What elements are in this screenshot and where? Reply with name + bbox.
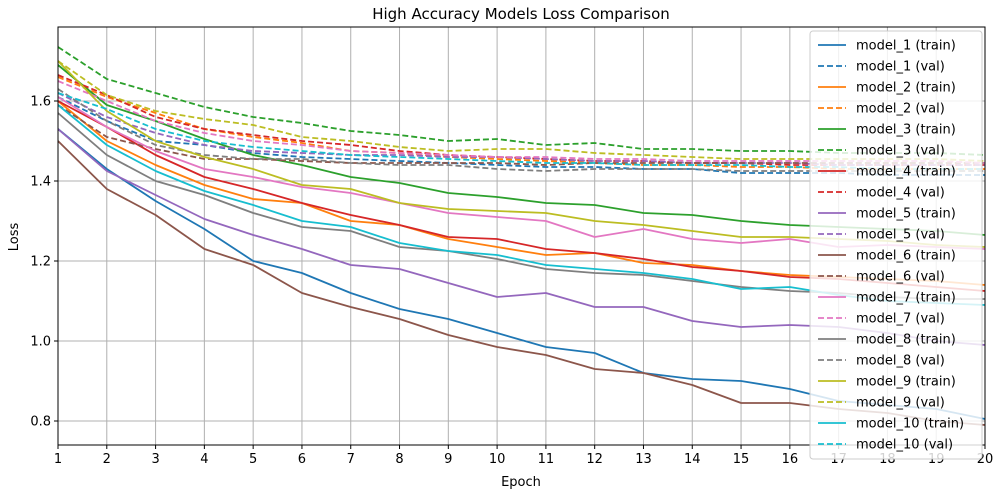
legend-box [809,30,983,460]
y-tick-label: 1.4 [30,175,51,190]
legend-label: model_2 (train) [856,81,956,96]
x-tick-label: 13 [635,452,652,467]
legend-label: model_1 (val) [856,60,945,75]
x-tick-label: 6 [298,452,306,467]
x-tick-label: 12 [586,452,603,467]
legend-label: model_5 (train) [856,207,956,222]
legend-label: model_4 (train) [856,165,956,180]
series-line [57,46,986,156]
x-tick-label: 4 [200,452,208,467]
legend-label: model_3 (train) [856,123,956,138]
legend-label: model_9 (train) [856,375,956,390]
plot-frame [57,26,986,446]
x-tick-label: 7 [347,452,355,467]
legend-label: model_7 (train) [856,291,956,306]
x-tick-label: 16 [782,452,799,467]
series-line [57,92,985,170]
series-line [57,92,985,166]
y-tick-label: 1.0 [30,335,51,350]
legend-label: model_10 (train) [856,417,964,432]
x-tick-label: 2 [103,452,111,467]
legend-label: model_4 (val) [856,186,945,201]
legend-label: model_8 (val) [856,354,945,369]
x-tick-label: 1 [54,452,62,467]
x-tick-label: 3 [151,452,159,467]
legend-label: model_6 (train) [856,249,956,264]
legend-label: model_3 (val) [856,144,945,159]
x-tick-label: 5 [249,452,257,467]
y-tick-label: 0.8 [30,415,51,430]
legend-label: model_7 (val) [856,312,945,327]
legend-label: model_5 (val) [856,228,945,243]
x-tick-label: 8 [395,452,403,467]
x-tick-label: 14 [684,452,701,467]
legend-label: model_8 (train) [856,333,956,348]
x-tick-label: 15 [733,452,750,467]
x-axis-title: Epoch [501,475,541,490]
y-axis: 0.8 1.0 1.2 1.4 1.6 [30,95,58,430]
x-tick-label: 11 [538,452,555,467]
chart-title: High Accuracy Models Loss Comparison [372,5,670,23]
x-tick-label: 9 [444,452,452,467]
series-line [57,60,986,162]
x-tick-label: 10 [489,452,506,467]
legend-label: model_6 (val) [856,270,945,285]
legend: model_1 (train) model_1 (val) model_2 (tra… [809,30,983,460]
y-tick-label: 1.2 [30,255,51,270]
series-line [57,88,985,172]
y-tick-label: 1.6 [30,95,51,110]
legend-label: model_9 (val) [856,396,945,411]
legend-label: model_2 (val) [856,102,945,117]
legend-label: model_10 (val) [856,438,953,453]
y-axis-title: Loss [7,223,22,252]
legend-label: model_1 (train) [856,39,956,54]
